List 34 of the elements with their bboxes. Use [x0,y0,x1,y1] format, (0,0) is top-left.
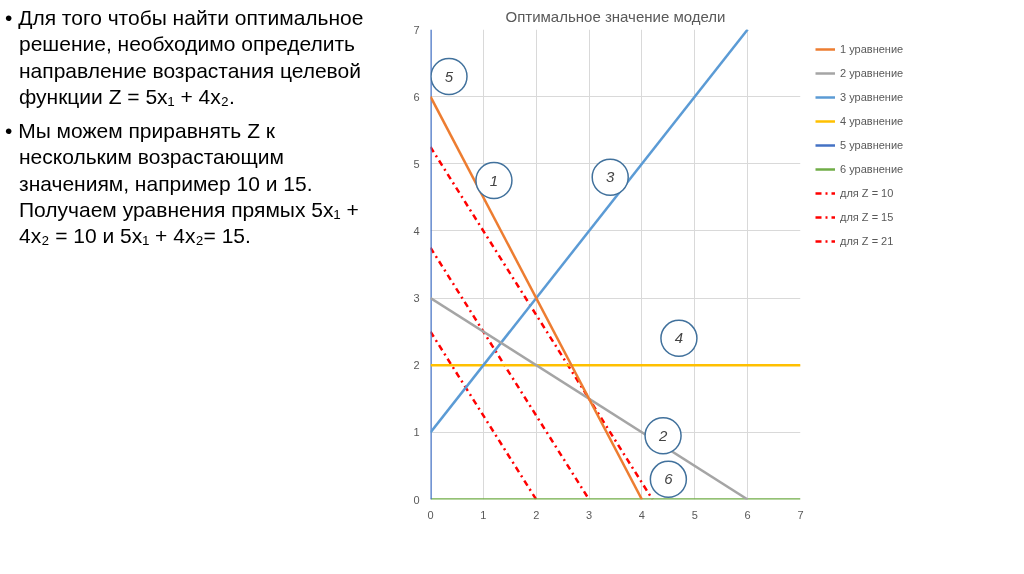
text: • Для того чтобы найти оптимальное решение, необходимо определить направление возрастания целевой функции Z = 5x₁ + 4x₂. [5,5,365,110]
y-tick-label: 7 [413,23,420,36]
x-tick-label: 4 [638,508,645,521]
y-tick-label: 4 [413,224,420,237]
text: • Мы можем приравнять Z к нескольким возрастающим значениям, например 10 и 15. Получаем уравнения прямых 5x₁ + 4x₂ = 10 и 5x₁ + 4x₂= 15. [5,118,360,249]
annotation: 5 [444,67,454,85]
x-tick-label: 7 [797,508,804,521]
x-tick-label: 3 [586,508,593,521]
annotation: 4 [674,329,684,347]
x-tick-label: 6 [744,508,751,521]
annotation: 2 [657,426,668,444]
legend-label: 6 уравнение [840,163,904,175]
legend-label: для Z = 21 [840,235,894,247]
annotation: 6 [664,470,674,488]
x-tick-label: 5 [691,508,698,521]
legend-label: 2 уравнение [840,67,904,79]
x-tick-label: 2 [533,508,540,521]
legend-label: 3 уравнение [840,91,904,103]
x-tick-label: 0 [427,508,434,521]
y-tick-label: 2 [413,359,420,372]
annotation: 3 [606,168,616,186]
y-tick-label: 5 [413,157,420,170]
y-tick-label: 3 [413,292,420,305]
legend-label: 4 уравнение [840,115,904,127]
y-tick-label: 0 [413,493,420,506]
annotation: 1 [489,171,499,189]
y-tick-label: 1 [413,426,420,439]
legend-label: 1 уравнение [840,43,904,55]
legend-label: для Z = 15 [840,211,894,223]
legend-label: для Z = 10 [840,187,894,199]
y-tick-label: 6 [413,90,420,103]
x-tick-label: 1 [480,508,487,521]
chart-title: Оптимальное значение модели [505,7,726,25]
legend-label: 5 уравнение [840,139,904,151]
